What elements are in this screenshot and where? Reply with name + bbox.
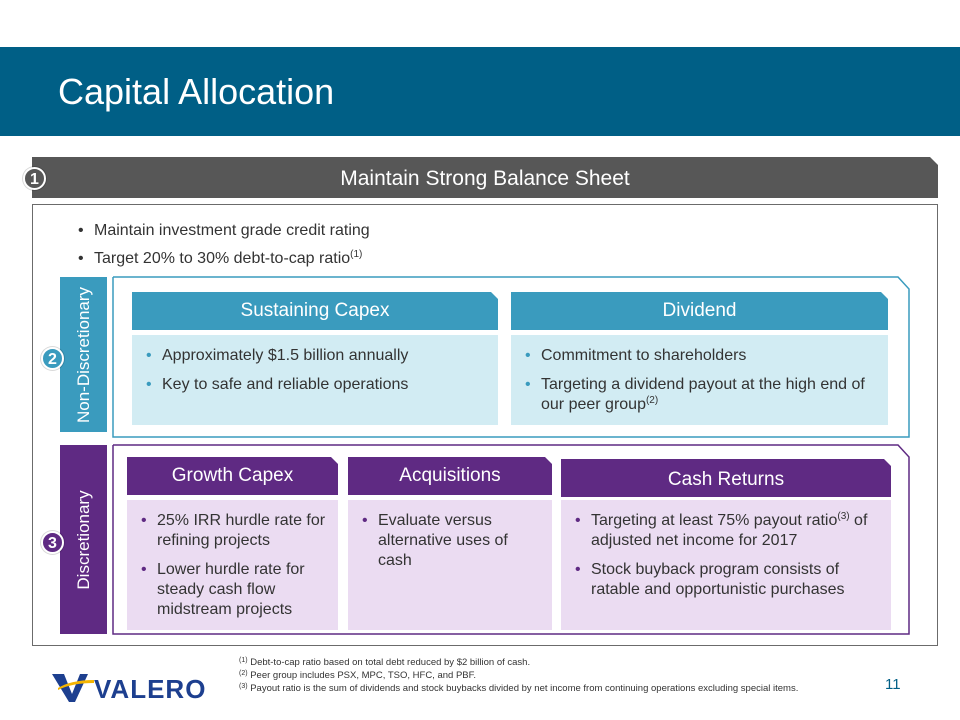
growth-capex-bullets: 25% IRR hurdle rate for refining project… [139,511,334,629]
growth-capex-card: 25% IRR hurdle rate for refining project… [127,500,338,630]
list-item: Target 20% to 30% debt-to-cap ratio(1) [76,250,370,269]
logo-text: VALERO [94,674,206,704]
acquisitions-card: Evaluate versus alternative uses of cash [348,500,552,630]
discretionary-label-box: Discretionary [60,445,107,634]
non-discretionary-label-box: Non-Discretionary [60,277,107,432]
list-item: Stock buyback program consists of ratabl… [573,560,885,600]
valero-v-icon [52,674,94,702]
footnote-3: (3) Payout ratio is the sum of dividends… [239,683,799,694]
non-discretionary-frame [112,276,910,438]
cash-returns-header: Cash Returns [561,459,891,497]
growth-capex-header: Growth Capex [127,457,338,495]
list-item: Commitment to shareholders [523,346,883,366]
section3-badge: 3 [41,531,64,554]
section1-header-bar [32,157,938,198]
section1-header: Maintain Strong Balance Sheet [340,167,630,190]
discretionary-frame [112,444,910,635]
list-item: Lower hurdle rate for steady cash flow m… [139,560,334,620]
acquisitions-bullets: Evaluate versus alternative uses of cash [360,511,545,580]
cash-returns-card: Targeting at least 75% payout ratio(3) o… [561,500,891,630]
list-item: Key to safe and reliable operations [144,375,489,395]
dividend-header: Dividend [511,292,888,330]
list-item: 25% IRR hurdle rate for refining project… [139,511,334,551]
list-item: Evaluate versus alternative uses of cash [360,511,545,571]
sustaining-capex-header: Sustaining Capex [132,292,498,330]
discretionary-label: Discretionary [73,489,93,590]
page-title: Capital Allocation [58,71,335,112]
footnote-2: (2) Peer group includes PSX, MPC, TSO, H… [239,670,477,681]
section2-badge: 2 [41,347,64,370]
valero-logo: VALERO [52,674,206,704]
footnote-1: (1) Debt-to-cap ratio based on total deb… [239,657,531,668]
section1-badge: 1 [23,167,46,190]
dividend-card: Commitment to shareholders Targeting a d… [511,335,888,425]
list-item: Maintain investment grade credit rating [76,222,370,240]
sustaining-capex-card: Approximately $1.5 billion annually Key … [132,335,498,425]
footnotes: (1) Debt-to-cap ratio based on total deb… [239,656,798,695]
list-item: Targeting a dividend payout at the high … [523,375,883,415]
list-item: Approximately $1.5 billion annually [144,346,489,366]
list-item: Targeting at least 75% payout ratio(3) o… [573,511,885,551]
sustaining-capex-bullets: Approximately $1.5 billion annually Key … [144,346,489,404]
title-bar [0,47,960,136]
section1-bullets: Maintain investment grade credit rating … [76,222,370,278]
cash-returns-bullets: Targeting at least 75% payout ratio(3) o… [573,511,885,609]
page-number: 11 [885,676,901,693]
dividend-bullets: Commitment to shareholders Targeting a d… [523,346,883,424]
acquisitions-header: Acquisitions [348,457,552,495]
